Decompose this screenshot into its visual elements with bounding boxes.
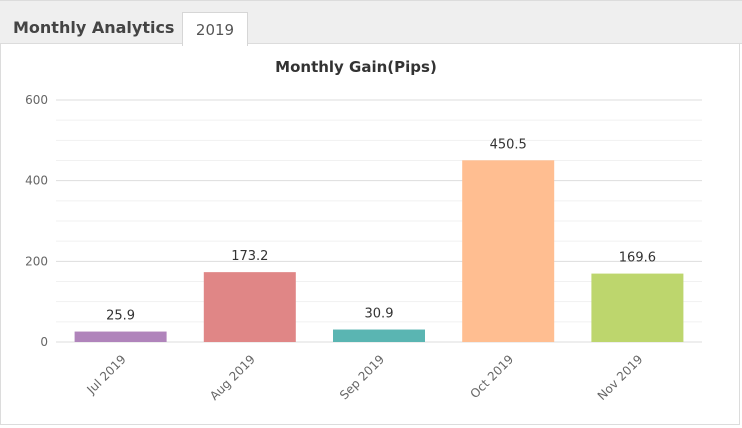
data-labels: 25.9 173.2 30.9 450.5 169.6 bbox=[106, 137, 656, 323]
bar[interactable] bbox=[462, 160, 555, 342]
y-tick-label: 0 bbox=[40, 335, 48, 349]
x-tick-label: Nov 2019 bbox=[595, 352, 646, 403]
data-label: 169.6 bbox=[619, 251, 656, 266]
bar[interactable] bbox=[74, 331, 167, 342]
chart-title: Monthly Gain(Pips) bbox=[275, 58, 437, 76]
x-axis-ticks: Jul 2019 Aug 2019 Sep 2019 Oct 2019 Nov 2019 bbox=[84, 352, 646, 403]
data-label: 25.9 bbox=[106, 309, 135, 324]
data-label: 30.9 bbox=[365, 307, 394, 322]
x-tick-label: Jul 2019 bbox=[84, 352, 129, 397]
y-tick-label: 200 bbox=[25, 254, 48, 268]
panel-title: Monthly Analytics bbox=[13, 18, 175, 37]
tab-2019[interactable]: 2019 bbox=[182, 12, 248, 46]
y-tick-label: 600 bbox=[25, 93, 48, 107]
x-tick-label: Sep 2019 bbox=[337, 352, 387, 402]
panel-header: Monthly Analytics 2019 bbox=[0, 0, 742, 46]
y-axis-ticks: 0 200 400 600 bbox=[25, 93, 48, 349]
y-tick-label: 400 bbox=[25, 174, 48, 188]
bar[interactable] bbox=[591, 273, 684, 342]
bar[interactable] bbox=[203, 272, 296, 342]
bar[interactable] bbox=[333, 329, 425, 342]
data-label: 450.5 bbox=[490, 137, 527, 152]
x-tick-label: Aug 2019 bbox=[207, 352, 258, 403]
bars bbox=[74, 160, 684, 342]
tab-label: 2019 bbox=[195, 20, 235, 39]
data-label: 173.2 bbox=[231, 249, 268, 264]
x-tick-label: Oct 2019 bbox=[467, 352, 516, 401]
